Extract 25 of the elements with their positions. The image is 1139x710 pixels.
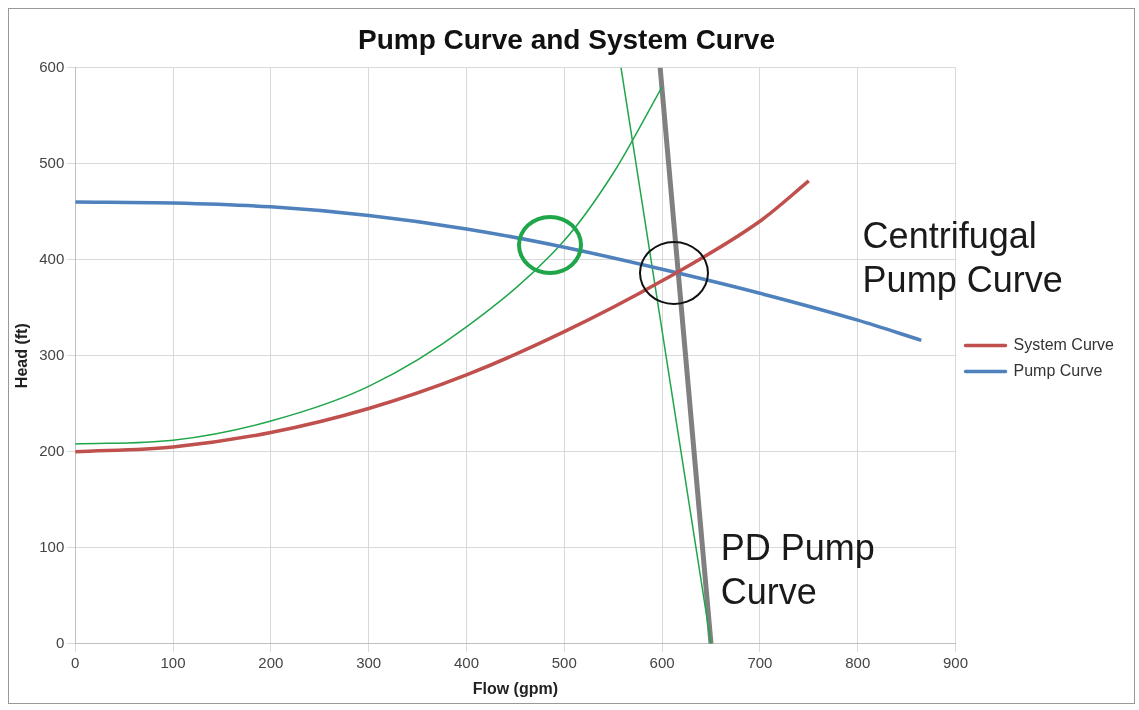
y-tick-label: 400: [39, 249, 65, 267]
annotation: PD Pump Curve: [720, 526, 875, 612]
line-series: [75, 179, 811, 454]
x-tick-label: 600: [649, 653, 675, 671]
y-axis-title: Head (ft): [13, 323, 31, 389]
y-tick-label: 500: [39, 153, 65, 171]
y-tick-label: 0: [55, 633, 65, 651]
x-tick-label: 900: [943, 653, 969, 671]
x-tick-label: 700: [747, 653, 773, 671]
x-tick-label: 800: [845, 653, 871, 671]
x-tick-label: 500: [551, 653, 577, 671]
chart-title: Pump Curve and System Curve: [357, 23, 776, 55]
x-tick-label: 400: [453, 653, 479, 671]
x-tick-label: 100: [160, 653, 186, 671]
x-tick-label: 0: [71, 653, 80, 671]
x-tick-label: 300: [356, 653, 382, 671]
legend-label: Pump Curve: [1013, 361, 1103, 379]
y-tick-label: 100: [39, 537, 65, 555]
x-axis-title: Flow (gpm): [472, 679, 559, 697]
annotation: Centrifugal Pump Curve: [862, 214, 1063, 300]
y-tick-label: 300: [39, 345, 65, 363]
legend-label: System Curve: [1013, 335, 1115, 353]
x-tick-label: 200: [258, 653, 284, 671]
y-tick-label: 600: [39, 57, 65, 75]
y-tick-label: 200: [39, 441, 65, 459]
